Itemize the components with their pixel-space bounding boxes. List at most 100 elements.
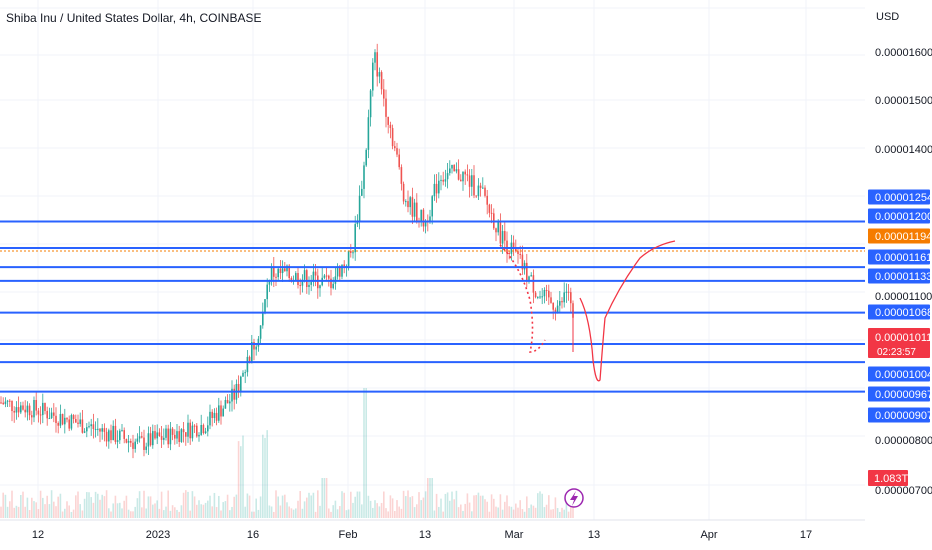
level-badge-bg: [868, 407, 930, 423]
candle-body: [449, 168, 451, 174]
volume-bar: [413, 507, 416, 518]
candle-body: [444, 179, 447, 182]
volume-bar: [495, 506, 497, 518]
volume-bar: [508, 506, 510, 518]
candle-body: [323, 275, 326, 278]
candle-body: [2, 402, 4, 405]
volume-bar: [257, 509, 260, 518]
level-badge-bg: [868, 189, 930, 205]
drawing-annotations[interactable]: [499, 240, 676, 382]
horizontal-levels[interactable]: [0, 220, 865, 393]
candle-body: [61, 413, 64, 425]
candle-body: [198, 434, 200, 437]
candle-body: [149, 433, 152, 446]
candle-body: [44, 402, 46, 411]
candle-body: [391, 128, 394, 147]
volume-bar: [165, 506, 167, 518]
volume-bar: [237, 441, 240, 518]
candle-body: [64, 417, 66, 425]
level-badge-bg: [868, 249, 930, 265]
price-axis[interactable]: 0.00001600 0.00001500 0.00001400 0.00001100…: [875, 47, 932, 497]
candle-body: [187, 422, 189, 437]
volume-bar: [297, 500, 299, 518]
candle-body: [413, 202, 416, 217]
candle-body: [39, 414, 42, 416]
volume-bar: [224, 501, 227, 518]
volume-bar: [411, 496, 414, 518]
time-tick-label: Apr: [700, 529, 717, 541]
candle-body: [134, 441, 136, 449]
candle-body: [83, 431, 86, 433]
candle-body: [570, 292, 572, 304]
candle-body: [171, 428, 174, 435]
candle-body: [72, 415, 75, 420]
candle-body: [90, 424, 92, 427]
volume-bar: [376, 503, 378, 518]
candle-body: [394, 146, 396, 149]
candle-body: [231, 388, 233, 402]
volume-bar: [389, 495, 392, 518]
volume-bar: [530, 504, 532, 518]
volume-bar: [418, 492, 420, 518]
candle-body: [81, 419, 84, 433]
level-badge: 0.00000907: [875, 410, 932, 422]
volume-bar: [292, 509, 295, 518]
volume-bar: [534, 507, 537, 518]
candle-body: [46, 410, 48, 419]
candle-body: [519, 253, 521, 255]
volume-bar: [64, 508, 66, 518]
volume-bar: [541, 493, 543, 518]
volume-bar: [486, 501, 488, 518]
volume-bar: [167, 490, 169, 518]
candle-body: [290, 278, 293, 282]
candle-body: [550, 297, 552, 303]
candle-body: [446, 173, 449, 180]
volume-bar: [6, 506, 9, 518]
candle-body: [116, 440, 119, 442]
volume-bar: [499, 494, 502, 518]
volume-bar: [266, 430, 268, 518]
volume-bar: [314, 511, 317, 518]
candle-body: [365, 149, 367, 166]
volume-bar: [136, 498, 139, 518]
volume-bar: [119, 502, 121, 518]
time-axis[interactable]: 12 2023 16 Feb 13 Mar 13 Apr 17: [0, 519, 865, 541]
candle-body: [369, 90, 372, 118]
volume-bar: [460, 504, 462, 518]
volume-bar: [209, 495, 211, 518]
candle-body: [66, 417, 68, 420]
candle-body: [259, 325, 262, 339]
candle-body: [119, 430, 121, 441]
candle-body: [372, 62, 374, 91]
highlight-badge: 0.00001194: [875, 231, 932, 243]
volume-bar: [453, 499, 455, 518]
volume-bar: [334, 500, 337, 518]
volume-bar: [248, 495, 251, 518]
volume-bar: [123, 500, 125, 518]
volume-bar: [33, 501, 35, 518]
price-tick-label: 0.00001400: [875, 144, 932, 156]
volume-bar: [279, 505, 282, 518]
volume-bar: [378, 506, 381, 518]
candle-body: [336, 266, 339, 277]
candle-body: [123, 430, 125, 439]
candle-body: [42, 402, 44, 416]
volume-bar: [196, 504, 198, 518]
volume-bar: [532, 505, 535, 518]
candle-body: [512, 242, 515, 248]
volume-bar: [39, 490, 42, 518]
volume-bar: [130, 511, 132, 518]
candle-body: [253, 342, 255, 350]
candle-body: [26, 405, 29, 413]
candle-body: [53, 412, 55, 416]
volume-bar: [262, 434, 264, 518]
candle-body: [163, 437, 165, 440]
flash-icon[interactable]: [564, 488, 584, 508]
candle-body: [246, 356, 249, 373]
volume-bar: [523, 511, 526, 518]
volume-bar: [365, 388, 367, 518]
volume-bar: [22, 491, 24, 518]
volume-bar: [563, 509, 565, 518]
candle-body: [537, 296, 539, 298]
